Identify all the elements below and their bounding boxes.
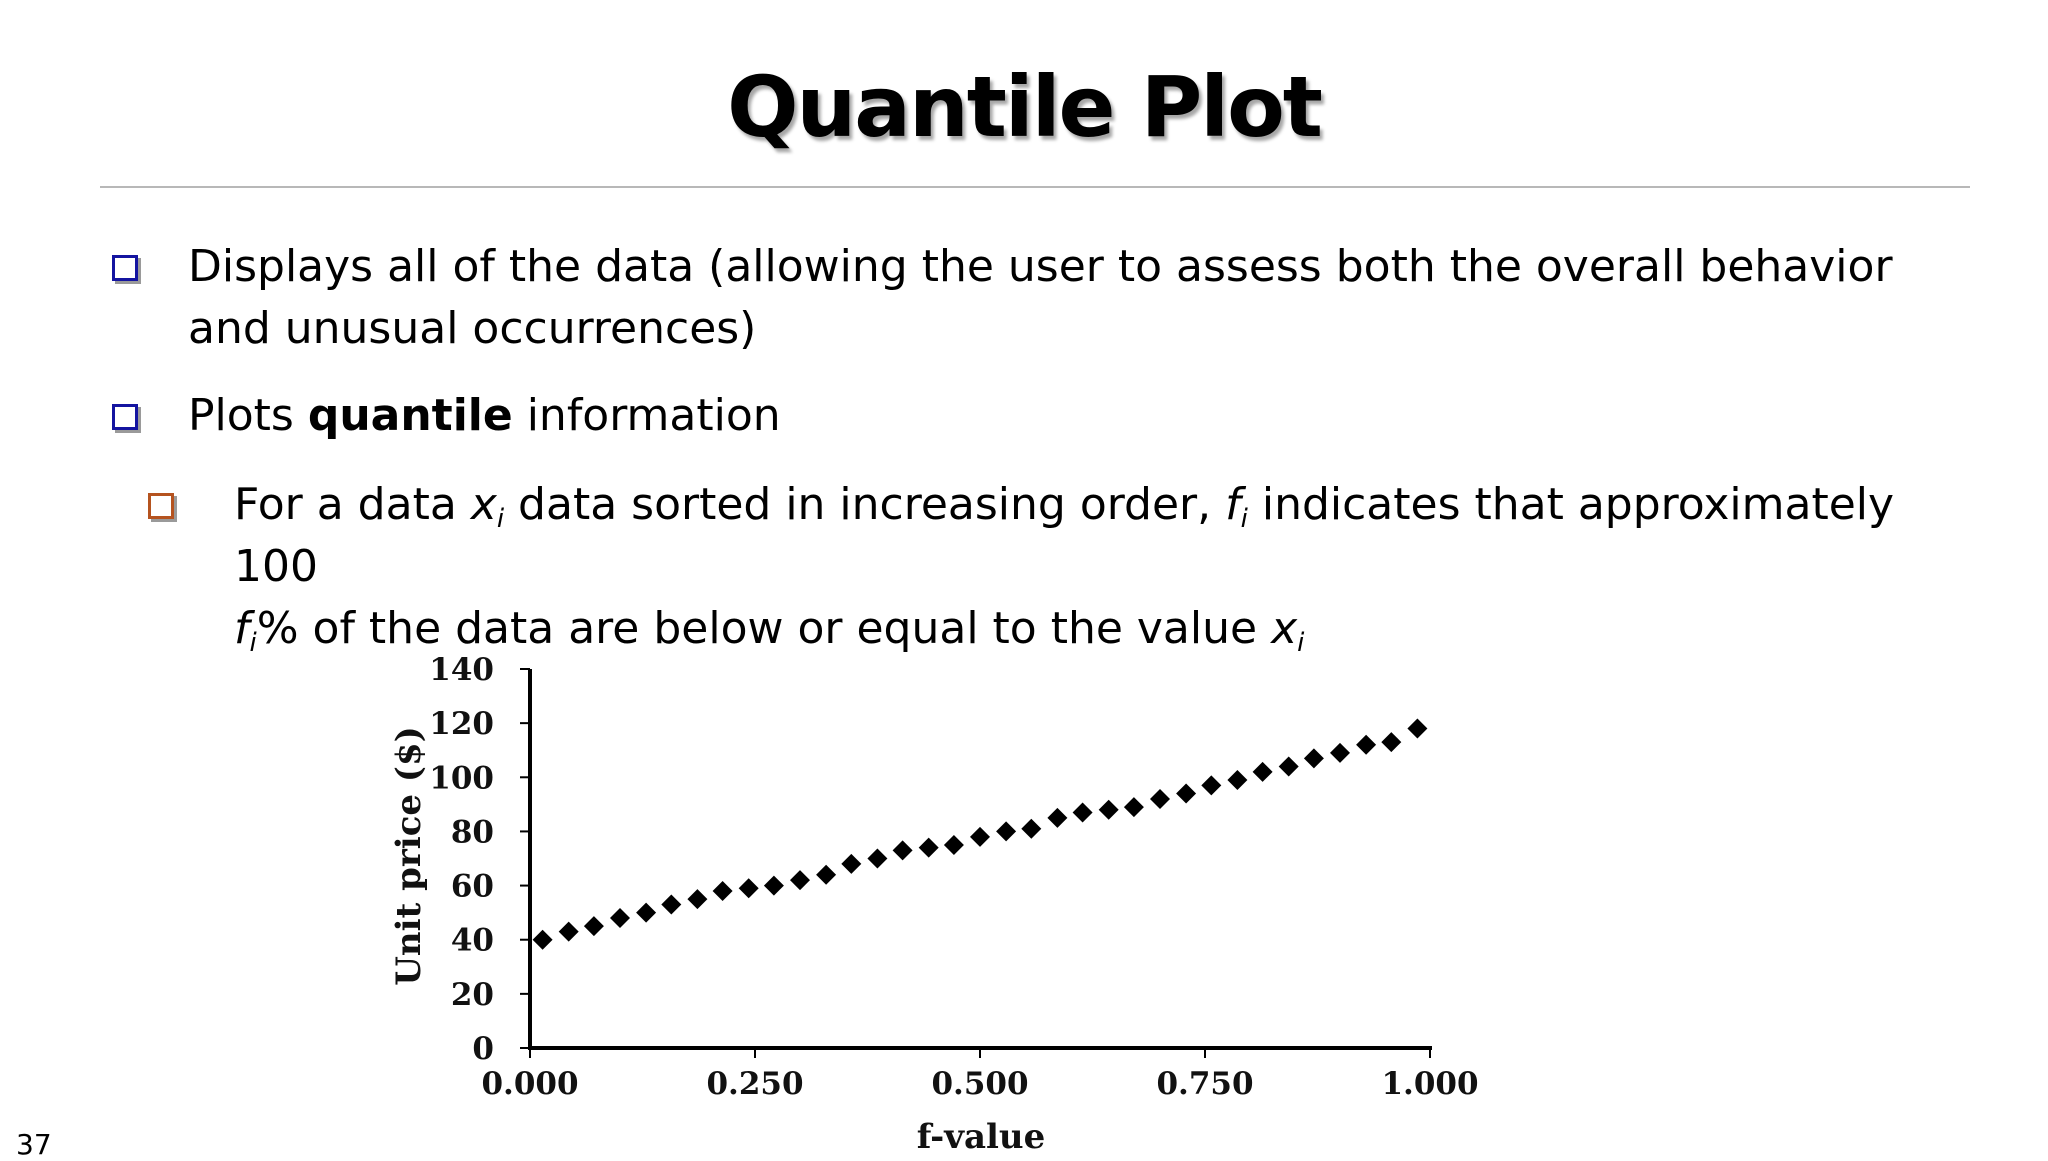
data-point [1278, 756, 1299, 777]
bullet-text-bold: quantile [307, 390, 513, 441]
data-point [558, 921, 579, 942]
chart-ticks: 0 20 40 60 80 100 120 140 0.000 0.250 0.500 0.750 1.… [429, 652, 1478, 1102]
data-point [790, 870, 810, 891]
subscript-i: i [496, 504, 505, 534]
text-seg3: indicates that approximately 100 [234, 479, 1895, 592]
var-x: x [1271, 603, 1298, 654]
data-point [1150, 788, 1170, 809]
data-point [1227, 769, 1248, 790]
y-tick-label: 100 [429, 760, 494, 796]
data-point [1201, 775, 1222, 796]
y-axis-label: Unit price ($) [389, 726, 429, 985]
sub-bullet-quantile-definition: For a data xi data sorted in increasing … [148, 474, 1924, 660]
data-point [763, 875, 784, 896]
data-point [1330, 742, 1350, 763]
var-f: f [1225, 479, 1241, 530]
data-point [816, 864, 837, 885]
x-tick-label: 1.000 [1381, 1066, 1478, 1102]
y-tick-label: 120 [429, 706, 494, 742]
bullet-text-after: information [512, 390, 781, 441]
text-seg4: % of the data are below or equal to the … [256, 603, 1272, 654]
subscript-i: i [1297, 628, 1305, 658]
data-point [1252, 761, 1273, 782]
data-point [1176, 783, 1197, 804]
var-f: f [234, 603, 250, 654]
bullet-plots-quantile: Plots quantile information [112, 385, 1908, 447]
bullet-displays-all-data: Displays all of the data (allowing the u… [112, 236, 1908, 360]
bullet-text: Displays all of the data (allowing the u… [188, 241, 1893, 354]
y-tick-label: 60 [451, 869, 494, 905]
data-point [712, 880, 733, 901]
slide-number: 37 [16, 1128, 52, 1161]
y-tick-label: 20 [451, 977, 494, 1013]
x-tick-label: 0.250 [706, 1066, 803, 1102]
data-point [532, 929, 553, 950]
square-bullet-icon [148, 493, 174, 519]
data-point [943, 834, 964, 855]
square-bullet-icon [112, 404, 138, 430]
text-seg1: For a data [234, 479, 471, 530]
slide-title: Quantile Plot [727, 58, 1323, 156]
data-point [1123, 797, 1144, 818]
square-bullet-icon [112, 255, 138, 281]
data-point [996, 821, 1017, 842]
data-point [1356, 734, 1377, 755]
data-point [1098, 799, 1119, 820]
data-point [661, 894, 682, 915]
data-point [687, 889, 708, 910]
chart-points [532, 718, 1428, 950]
data-point [738, 878, 759, 899]
data-point [918, 837, 939, 858]
data-point [1047, 807, 1068, 828]
subscript-i: i [249, 628, 257, 658]
chart-axes [528, 669, 1432, 1050]
data-point [636, 902, 657, 923]
bullet-text-before: Plots [188, 390, 308, 441]
title-divider [100, 186, 1970, 188]
data-point [1072, 802, 1093, 823]
subscript-i: i [1240, 504, 1248, 534]
x-tick-label: 0.750 [1156, 1066, 1253, 1102]
data-point [892, 840, 913, 861]
y-tick-label: 140 [429, 652, 494, 688]
data-point [610, 908, 630, 929]
data-point [970, 826, 990, 847]
data-point [583, 916, 604, 937]
y-tick-label: 40 [451, 923, 494, 959]
y-tick-label: 0 [472, 1031, 494, 1067]
x-tick-label: 0.500 [931, 1066, 1028, 1102]
x-tick-label: 0.000 [481, 1066, 578, 1102]
x-axis-label: f-value [917, 1117, 1046, 1152]
data-point [1407, 718, 1428, 739]
data-point [841, 853, 862, 874]
y-tick-label: 80 [451, 814, 494, 850]
data-point [1021, 818, 1042, 839]
var-x: x [470, 479, 497, 530]
text-seg2: data sorted in increasing order, [504, 479, 1226, 530]
data-point [1303, 748, 1324, 769]
data-point [867, 848, 888, 869]
data-point [1381, 732, 1402, 753]
